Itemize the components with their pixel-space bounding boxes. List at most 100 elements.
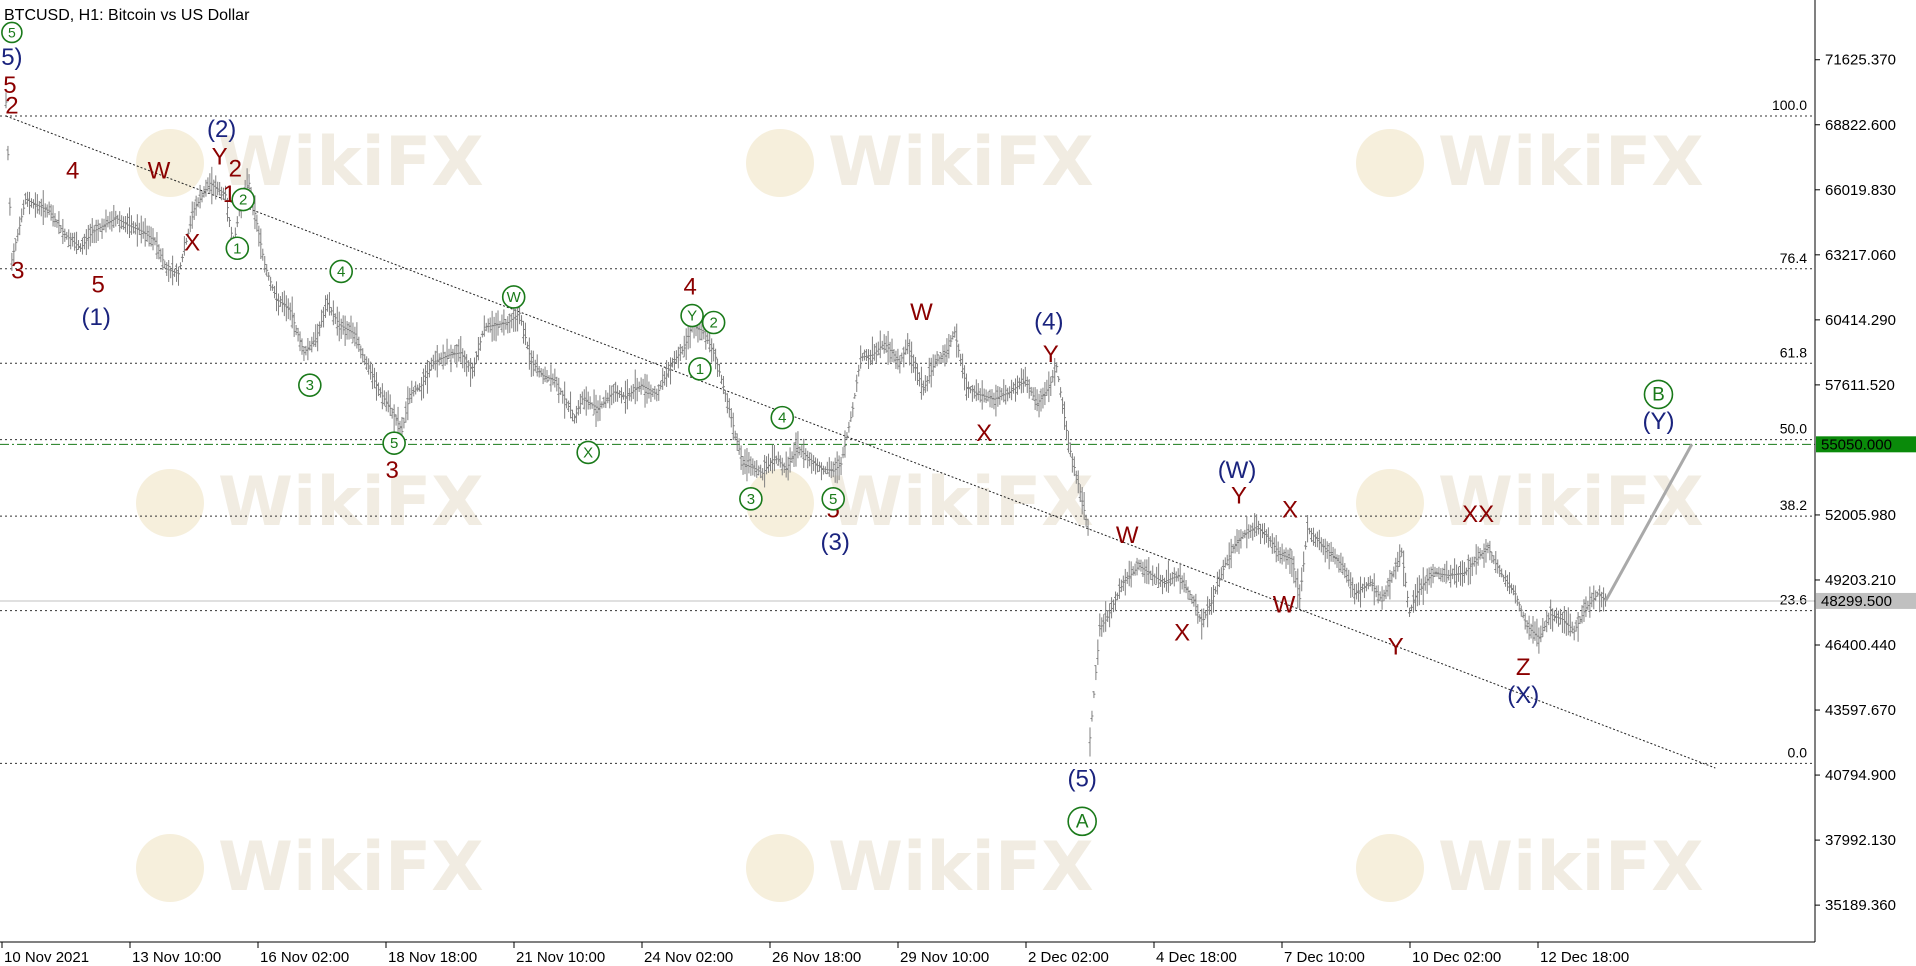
time-tick-label: 29 Nov 10:00 (900, 949, 989, 966)
fibonacci-levels: 100.0 76.4 61.8 50.0 38.2 23.6 0.0 48299.500 550… (0, 97, 1916, 769)
wave-label: 3 (385, 457, 398, 484)
wave-circle (1643, 379, 1674, 410)
circled-wave-label: 5 (1, 21, 23, 44)
wave-label: (W) (1218, 457, 1257, 484)
price-tick-label: 57611.520 (1825, 377, 1895, 394)
wave-circle-text: 5 (390, 435, 398, 452)
time-tick-label: 4 Dec 18:00 (1156, 949, 1237, 966)
wave-label: (4) (1034, 308, 1063, 335)
current-price-tag (1816, 592, 1916, 609)
wave-label: W (1273, 592, 1296, 619)
wave-circle-text: X (583, 444, 593, 461)
wave-label: 5 (91, 271, 104, 298)
time-tick-label: 13 Nov 10:00 (132, 949, 221, 966)
watermark: WikiFX (1356, 463, 1704, 542)
wave-circle-text: A (1076, 811, 1089, 832)
wave-circle (680, 303, 704, 328)
wave-circle-text: W (507, 289, 522, 306)
circled-wave-label: W (501, 285, 526, 309)
circled-wave-label: 1 (688, 357, 712, 381)
circled-wave-label: X (576, 440, 600, 465)
trend-line (5, 115, 1716, 769)
fib-level-label: 50.0 (1780, 421, 1807, 437)
wave-label: 2 (5, 93, 18, 120)
wave-label: (5) (1067, 766, 1096, 793)
wave-label: XX (1462, 501, 1494, 528)
time-tick-label: 2 Dec 02:00 (1028, 949, 1109, 966)
price-tick-label: 66019.830 (1825, 182, 1896, 199)
wave-label: W (910, 299, 933, 326)
watermark: WikiFX (746, 828, 1094, 907)
wave-label: Z (1516, 654, 1531, 681)
wave-circle (576, 440, 600, 465)
fib-level-label: 0.0 (1788, 744, 1808, 760)
target-price-label: 55050.000 (1821, 436, 1892, 453)
time-tick-label: 21 Nov 10:00 (516, 949, 605, 966)
price-axis: 71625.370 68822.600 66019.830 63217.060 6041… (1815, 52, 1896, 914)
circled-wave-label: 3 (739, 487, 763, 511)
price-tick-label: 40794.900 (1825, 767, 1896, 784)
circled-wave-label: 4 (770, 405, 795, 430)
wave-circle (688, 357, 712, 381)
wave-circle (821, 487, 846, 511)
watermark-logo (746, 469, 814, 537)
watermark-text: WikiFX (218, 463, 484, 542)
watermark: WikiFX (1356, 828, 1704, 907)
wave-circle-text: Y (687, 308, 697, 325)
wave-label: 5 (3, 72, 16, 99)
wave-label: X (976, 420, 992, 447)
wave-circle (298, 373, 322, 397)
wave-circle (329, 259, 353, 284)
wave-label: 3 (11, 257, 24, 284)
wave-label: (Y) (1642, 408, 1674, 435)
wave-circle (231, 187, 255, 212)
watermark-logo (136, 129, 204, 197)
watermark-text: WikiFX (1438, 828, 1704, 907)
wave-circle-text: 4 (337, 263, 345, 280)
wave-label: Y (212, 144, 228, 171)
time-tick-label: 7 Dec 10:00 (1284, 949, 1365, 966)
watermark-logo (1356, 469, 1424, 537)
price-tick-label: 37992.130 (1825, 832, 1896, 849)
price-tick-label: 68822.600 (1825, 117, 1896, 134)
price-tick-label: 46400.440 (1825, 637, 1896, 654)
target-price-tag (1816, 436, 1916, 453)
fib-level-label: 61.8 (1780, 344, 1807, 360)
circled-wave-label: 5 (382, 431, 406, 455)
wave-circle (701, 310, 726, 335)
wave-circle (501, 285, 526, 309)
price-tick-label: 60414.290 (1825, 312, 1896, 329)
fib-level-label: 23.6 (1780, 592, 1807, 608)
fib-level-label: 38.2 (1780, 497, 1807, 513)
time-tick-label: 10 Nov 2021 (4, 949, 89, 966)
time-tick-label: 18 Nov 18:00 (388, 949, 477, 966)
wave-label: Y (1043, 341, 1059, 368)
chart-title: BTCUSD, H1: Bitcoin vs US Dollar (4, 7, 250, 24)
circled-wave-label: 5 (821, 487, 846, 511)
circled-wave-label: B (1643, 379, 1674, 410)
wave-circle (739, 487, 763, 511)
wave-label: W (1116, 522, 1139, 549)
wave-label: Y (1388, 633, 1404, 660)
wave-label: (3) (821, 529, 850, 556)
wave-circle-text: 5 (8, 24, 16, 40)
watermark: WikiFX (1356, 123, 1704, 202)
watermark-text: WikiFX (1438, 123, 1704, 202)
watermark: WikiFX (136, 828, 484, 907)
watermark: WikiFX (136, 123, 484, 202)
wave-label: W (148, 158, 171, 185)
price-tick-label: 43597.670 (1825, 702, 1896, 719)
wave-circle-text: 1 (696, 361, 704, 378)
watermark-logo (1356, 129, 1424, 197)
circled-wave-label: 1 (225, 236, 250, 261)
watermark-layer: WikiFX WikiFX WikiFX WikiFX WikiFX WikiFX Wiki… (136, 123, 1704, 907)
circled-wave-label: 2 (701, 310, 726, 335)
wave-label: X (184, 230, 200, 257)
wave-label: (X) (1507, 682, 1539, 709)
wave-circle-text: 2 (239, 192, 247, 209)
wave-circle-text: 3 (306, 377, 314, 394)
watermark-logo (746, 834, 814, 902)
watermark-logo (136, 834, 204, 902)
price-tick-label: 71625.370 (1825, 52, 1896, 69)
